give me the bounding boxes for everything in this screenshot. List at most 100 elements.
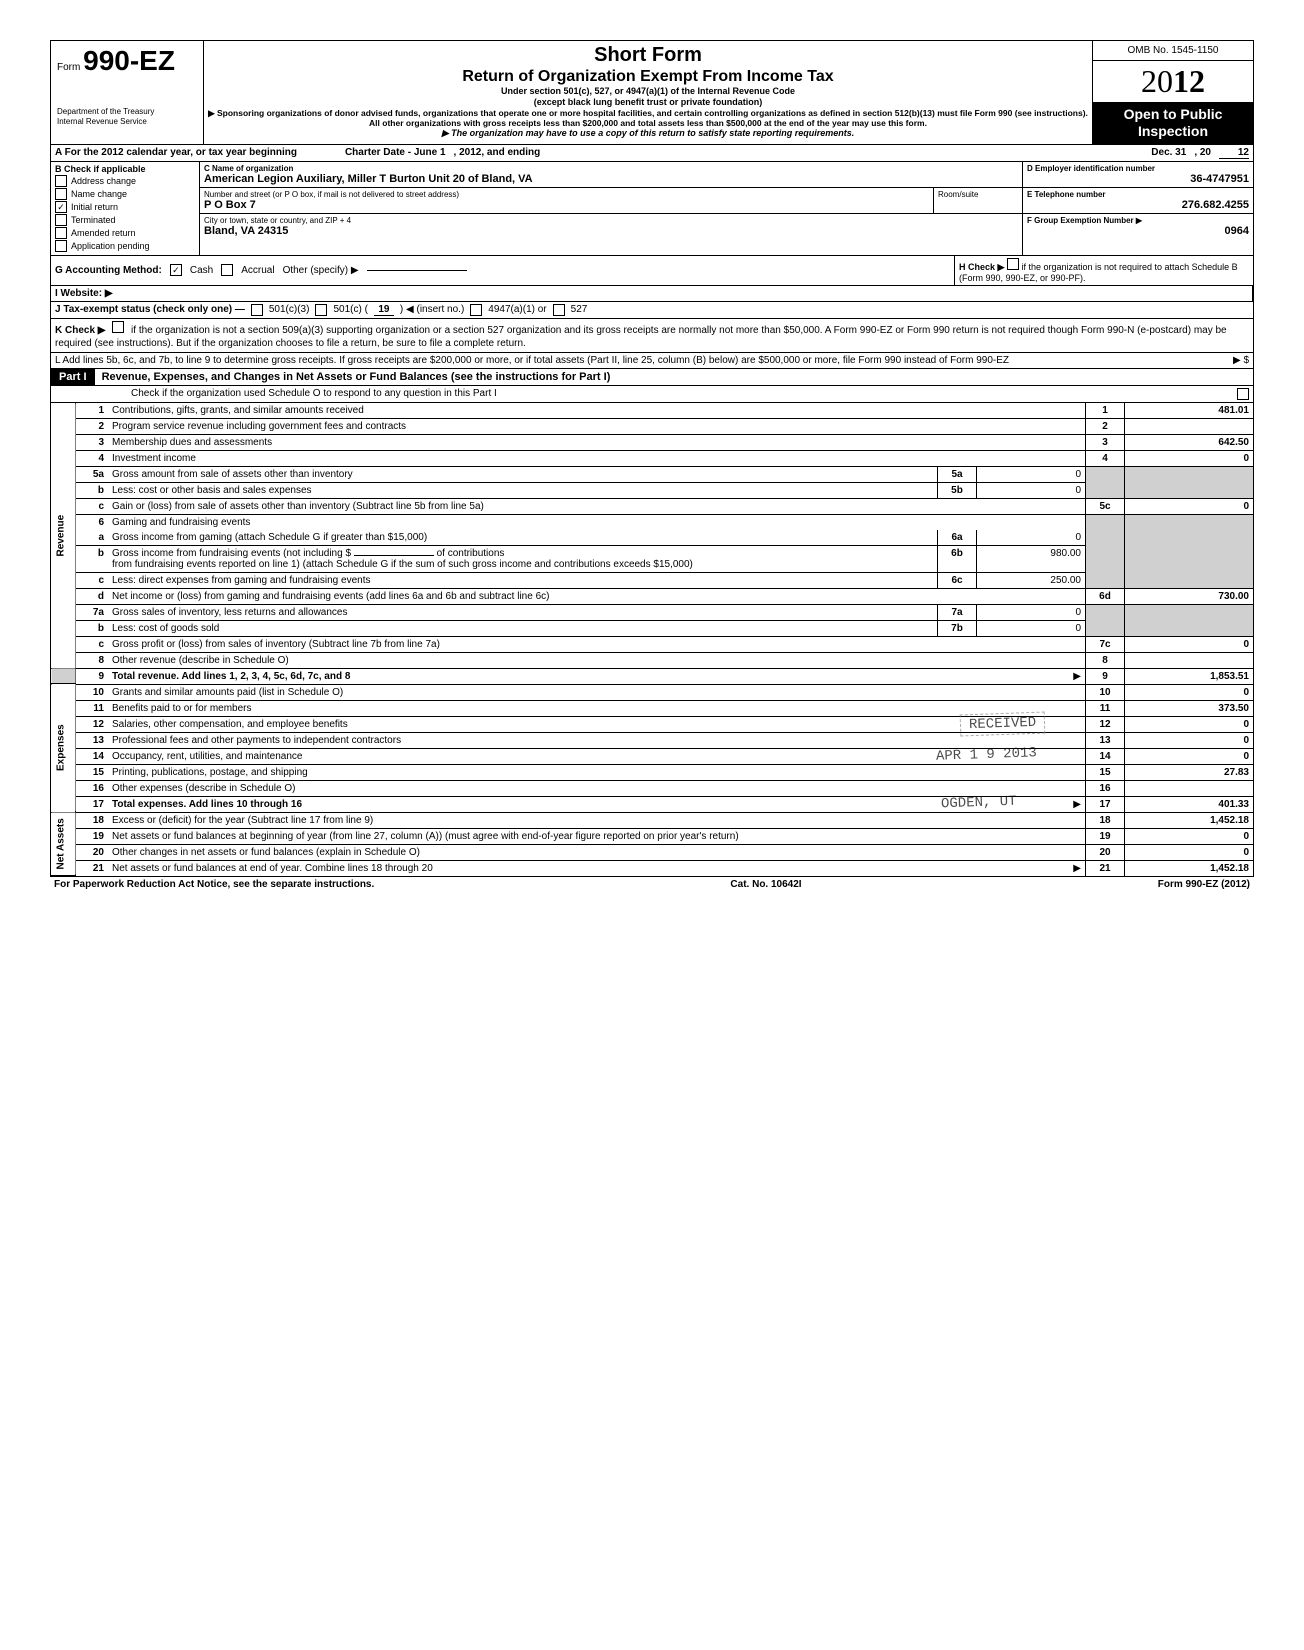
row-j-label: J Tax-exempt status (check only one) — — [55, 304, 245, 315]
l3-num: 3 — [76, 434, 109, 450]
l20-desc: Other changes in net assets or fund bala… — [112, 847, 420, 858]
l6b-desc-mid: of contributions — [437, 548, 505, 559]
l5ab-shade — [1086, 466, 1125, 498]
l6a-num: a — [76, 530, 109, 546]
lbl-initial-return: Initial return — [71, 202, 118, 212]
l2-rnum: 2 — [1086, 418, 1125, 434]
row-k-label: K Check ▶ — [55, 325, 105, 336]
other-specify-line[interactable] — [367, 270, 467, 271]
header: Form 990-EZ Department of the Treasury I… — [51, 41, 1253, 145]
l18-rval: 1,452.18 — [1125, 812, 1254, 828]
chk-cash[interactable]: ✓ — [170, 264, 182, 276]
chk-501c[interactable] — [315, 304, 327, 316]
l21-rval: 1,452.18 — [1125, 860, 1254, 876]
l6a-mn: 6a — [938, 530, 977, 546]
line-6b: b Gross income from fundraising events (… — [51, 545, 1253, 572]
l6-num: 6 — [76, 514, 109, 530]
l18-desc: Excess or (deficit) for the year (Subtra… — [112, 815, 373, 826]
line-3: 3 Membership dues and assessments 3 642.… — [51, 434, 1253, 450]
chk-amended[interactable] — [55, 227, 67, 239]
chk-k[interactable] — [112, 321, 124, 333]
l1-rnum: 1 — [1086, 403, 1125, 419]
def-col: D Employer identification number 36-4747… — [1022, 162, 1253, 255]
l20-rval: 0 — [1125, 844, 1254, 860]
l7c-num: c — [76, 636, 109, 652]
row-l-arrow: ▶ $ — [1233, 355, 1249, 366]
chk-schedule-b[interactable] — [1007, 258, 1019, 270]
l18-num: 18 — [76, 812, 109, 828]
chk-terminated[interactable] — [55, 214, 67, 226]
row-h: H Check ▶ if the organization is not req… — [954, 256, 1253, 285]
line-5a: 5a Gross amount from sale of assets othe… — [51, 466, 1253, 482]
l10-rval: 0 — [1125, 684, 1254, 700]
l17-num: 17 — [76, 796, 109, 812]
l6-desc: Gaming and fundraising events — [112, 517, 250, 528]
part1-header: Part I Revenue, Expenses, and Changes in… — [51, 369, 1253, 386]
city-state-zip: Bland, VA 24315 — [204, 225, 1018, 237]
l7-shade — [1086, 604, 1125, 636]
chk-4947[interactable] — [470, 304, 482, 316]
chk-address-change[interactable] — [55, 175, 67, 187]
l5c-num: c — [76, 498, 109, 514]
part1-check-text: Check if the organization used Schedule … — [131, 388, 497, 400]
stamp-received: RECEIVED — [959, 711, 1045, 736]
lbl-other: Other (specify) ▶ — [283, 265, 359, 276]
chk-app-pending[interactable] — [55, 240, 67, 252]
l6-shade — [1086, 514, 1125, 588]
chk-part1-schedule-o[interactable] — [1237, 388, 1249, 400]
stamp-date: APR 1 9 2013 — [928, 743, 1045, 767]
row-e-label: E Telephone number — [1027, 190, 1249, 199]
l3-desc: Membership dues and assessments — [112, 437, 272, 448]
chk-initial-return[interactable]: ✓ — [55, 201, 67, 213]
l4-rnum: 4 — [1086, 450, 1125, 466]
line-9: 9 Total revenue. Add lines 1, 2, 3, 4, 5… — [51, 668, 1253, 684]
l6d-rnum: 6d — [1086, 588, 1125, 604]
l14-num: 14 — [76, 748, 109, 764]
bcdef-block: B Check if applicable Address change Nam… — [51, 162, 1253, 256]
row-a-end-month: Dec. 31 — [1151, 147, 1186, 158]
l9-desc: Total revenue. Add lines 1, 2, 3, 4, 5c,… — [112, 671, 350, 682]
dept-treasury: Department of the Treasury — [57, 107, 197, 117]
row-c: C Name of organization American Legion A… — [200, 162, 1022, 255]
row-j: J Tax-exempt status (check only one) — 5… — [51, 302, 1253, 319]
group-exemption: 0964 — [1027, 225, 1249, 237]
row-k-text: if the organization is not a section 509… — [55, 325, 1227, 349]
room-label: Room/suite — [938, 190, 1018, 199]
row-l-text: L Add lines 5b, 6c, and 7b, to line 9 to… — [55, 355, 1009, 366]
line-15: 15Printing, publications, postage, and s… — [51, 764, 1253, 780]
chk-527[interactable] — [553, 304, 565, 316]
l5b-desc: Less: cost or other basis and sales expe… — [112, 485, 312, 496]
line-1: Revenue 1 Contributions, gifts, grants, … — [51, 403, 1253, 419]
line-13: 13Professional fees and other payments t… — [51, 732, 1253, 748]
line-6: 6 Gaming and fundraising events — [51, 514, 1253, 530]
line-2: 2 Program service revenue including gove… — [51, 418, 1253, 434]
side-expenses: Expenses — [51, 684, 76, 812]
footer-mid: Cat. No. 10642I — [730, 879, 801, 890]
l6d-rval: 730.00 — [1125, 588, 1254, 604]
l5b-mv: 0 — [977, 482, 1086, 498]
l12-num: 12 — [76, 716, 109, 732]
l13-rnum: 13 — [1086, 732, 1125, 748]
lbl-app-pending: Application pending — [71, 241, 150, 251]
l6d-num: d — [76, 588, 109, 604]
l17-rval: 401.33 — [1125, 796, 1254, 812]
chk-name-change[interactable] — [55, 188, 67, 200]
lbl-name-change: Name change — [71, 189, 127, 199]
l10-desc: Grants and similar amounts paid (list in… — [112, 687, 343, 698]
501c-number: 19 — [374, 304, 394, 316]
lbl-4947: 4947(a)(1) or — [488, 304, 546, 315]
lbl-terminated: Terminated — [71, 215, 116, 225]
l12-desc: Salaries, other compensation, and employ… — [112, 719, 348, 730]
l16-num: 16 — [76, 780, 109, 796]
line-16: 16Other expenses (describe in Schedule O… — [51, 780, 1253, 796]
l12-rnum: 12 — [1086, 716, 1125, 732]
line-4: 4 Investment income 4 0 — [51, 450, 1253, 466]
tax-year: 2012 — [1093, 61, 1253, 102]
chk-501c3[interactable] — [251, 304, 263, 316]
line-6c: c Less: direct expenses from gaming and … — [51, 572, 1253, 588]
l4-rval: 0 — [1125, 450, 1254, 466]
l6b-num: b — [76, 545, 109, 572]
chk-accrual[interactable] — [221, 264, 233, 276]
l11-desc: Benefits paid to or for members — [112, 703, 252, 714]
l8-rnum: 8 — [1086, 652, 1125, 668]
